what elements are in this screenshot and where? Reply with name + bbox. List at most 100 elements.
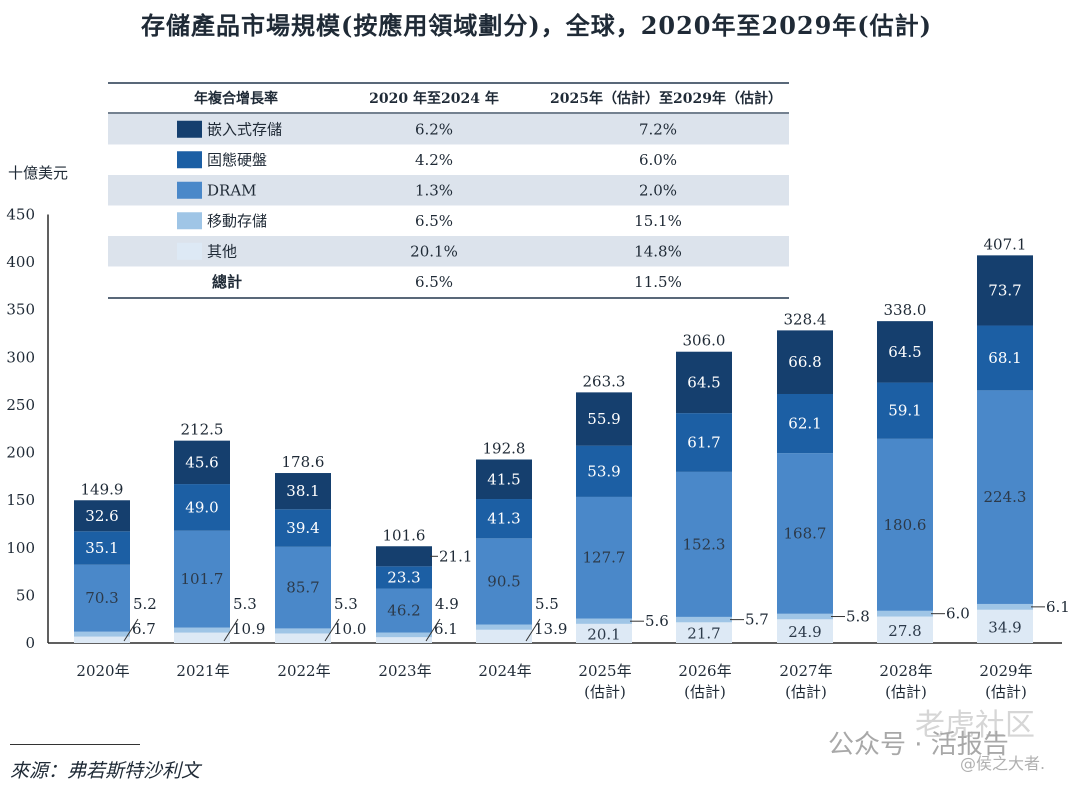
table-cell: 15.1% — [634, 212, 682, 230]
bar-segment-embedded — [977, 255, 1033, 326]
leader-line — [223, 618, 239, 642]
table-cell: 20.1% — [410, 242, 458, 260]
data-label: 6.1 — [434, 620, 458, 638]
table-total-cell: 6.5% — [415, 273, 453, 291]
data-label: 32.6 — [85, 507, 118, 525]
y-tick-label: 350 — [6, 301, 35, 319]
data-label: 101.7 — [181, 570, 224, 588]
table-row-label: DRAM — [207, 181, 257, 199]
bar-segment-other — [476, 629, 532, 643]
bar-segment-ssd — [676, 413, 732, 472]
data-label: 5.2 — [133, 595, 157, 613]
data-label: 41.3 — [487, 510, 520, 528]
data-label: 64.5 — [687, 373, 720, 391]
bar-segment-mobile — [977, 603, 1033, 610]
x-tick-label: 2021年 — [176, 662, 229, 680]
bar-segment-ssd — [74, 531, 130, 565]
bar-segment-mobile — [376, 632, 432, 638]
data-label: 5.7 — [745, 611, 769, 629]
table-cell: 6.0% — [639, 151, 677, 169]
y-tick-label: 200 — [6, 444, 35, 462]
x-tick-label: 2022年 — [277, 662, 330, 680]
bar-segment-dram — [275, 546, 331, 629]
legend-swatch-other — [177, 242, 202, 260]
total-label: 328.4 — [784, 310, 827, 328]
table-cell: 6.5% — [415, 212, 453, 230]
bar-segment-mobile — [74, 631, 130, 637]
data-label: 35.1 — [85, 539, 118, 557]
table-cell: 1.3% — [415, 181, 453, 199]
bar-segment-dram — [777, 453, 833, 614]
bar-segment-embedded — [74, 500, 130, 532]
table-row-band — [108, 114, 789, 145]
data-label: 59.1 — [888, 402, 921, 420]
source-divider — [10, 744, 140, 745]
bar-segment-other — [174, 632, 230, 643]
bar-segment-dram — [74, 564, 130, 632]
data-label: 4.9 — [435, 595, 459, 613]
data-label: 5.3 — [233, 595, 257, 613]
x-tick-label: (估計) — [684, 683, 726, 701]
bar-segment-other — [676, 622, 732, 643]
table-header: 年複合增長率 — [194, 90, 278, 107]
data-label: 90.5 — [487, 572, 520, 590]
bar-segment-dram — [576, 496, 632, 619]
bar-segment-embedded — [174, 440, 230, 485]
data-label: 66.8 — [788, 353, 821, 371]
bar-segment-mobile — [576, 618, 632, 624]
bar-segment-ssd — [376, 566, 432, 589]
y-tick-label: 0 — [25, 634, 35, 652]
legend-swatch-embedded — [177, 120, 202, 138]
data-label: 13.9 — [534, 620, 567, 638]
table-row-label: 固態硬盤 — [207, 151, 267, 169]
bar-segment-mobile — [676, 616, 732, 623]
data-label: 53.9 — [587, 462, 620, 480]
x-tick-label: (估計) — [584, 683, 626, 701]
leader-line — [425, 618, 441, 642]
bar-segment-ssd — [275, 509, 331, 547]
y-tick-label: 300 — [6, 348, 35, 366]
legend-swatch-mobile — [177, 212, 202, 230]
x-tick-label: 2027年 — [779, 662, 832, 680]
data-label: 10.9 — [232, 620, 265, 638]
data-label: 5.8 — [846, 608, 870, 626]
table-total-cell: 11.5% — [634, 273, 682, 291]
bar-segment-mobile — [174, 627, 230, 633]
data-label: 39.4 — [286, 519, 319, 537]
bar-segment-embedded — [476, 459, 532, 500]
x-tick-label: 2028年 — [879, 662, 932, 680]
legend-swatch-dram — [177, 181, 202, 199]
x-tick-label: (估計) — [985, 683, 1027, 701]
bar-segment-mobile — [476, 624, 532, 630]
watermark-site: 老虎社区 — [915, 708, 1035, 743]
bar-segment-other — [74, 636, 130, 643]
bar-segment-mobile — [877, 610, 933, 617]
x-tick-label: 2026年 — [678, 662, 731, 680]
x-tick-label: 2024年 — [478, 662, 531, 680]
data-label: 180.6 — [884, 516, 927, 534]
total-label: 212.5 — [181, 421, 224, 439]
table-row-band — [108, 236, 789, 267]
data-label: 224.3 — [984, 488, 1027, 506]
data-label: 46.2 — [387, 602, 420, 620]
data-label: 85.7 — [286, 579, 319, 597]
bar-segment-ssd — [576, 445, 632, 497]
data-label: 49.0 — [185, 498, 218, 516]
table-total-label: 總計 — [212, 273, 242, 291]
x-tick-label: (估計) — [785, 683, 827, 701]
data-label: 5.6 — [645, 612, 669, 630]
watermark-handle: @侯之大者. — [960, 754, 1046, 773]
table-row-label: 移動存儲 — [207, 212, 267, 230]
bar-segment-dram — [877, 438, 933, 611]
data-label: 24.9 — [788, 623, 821, 641]
bar-segment-embedded — [376, 546, 432, 567]
y-tick-label: 250 — [6, 396, 35, 414]
bar-segment-embedded — [777, 330, 833, 394]
table-header: 2020 年至2024 年 — [369, 90, 499, 107]
data-label: 73.7 — [988, 281, 1021, 299]
bar-segment-other — [576, 623, 632, 643]
source-note: 來源：弗若斯特沙利文 — [10, 760, 201, 782]
y-tick-label: 150 — [6, 491, 35, 509]
bar-segment-other — [877, 616, 933, 643]
total-label: 178.6 — [282, 453, 325, 471]
